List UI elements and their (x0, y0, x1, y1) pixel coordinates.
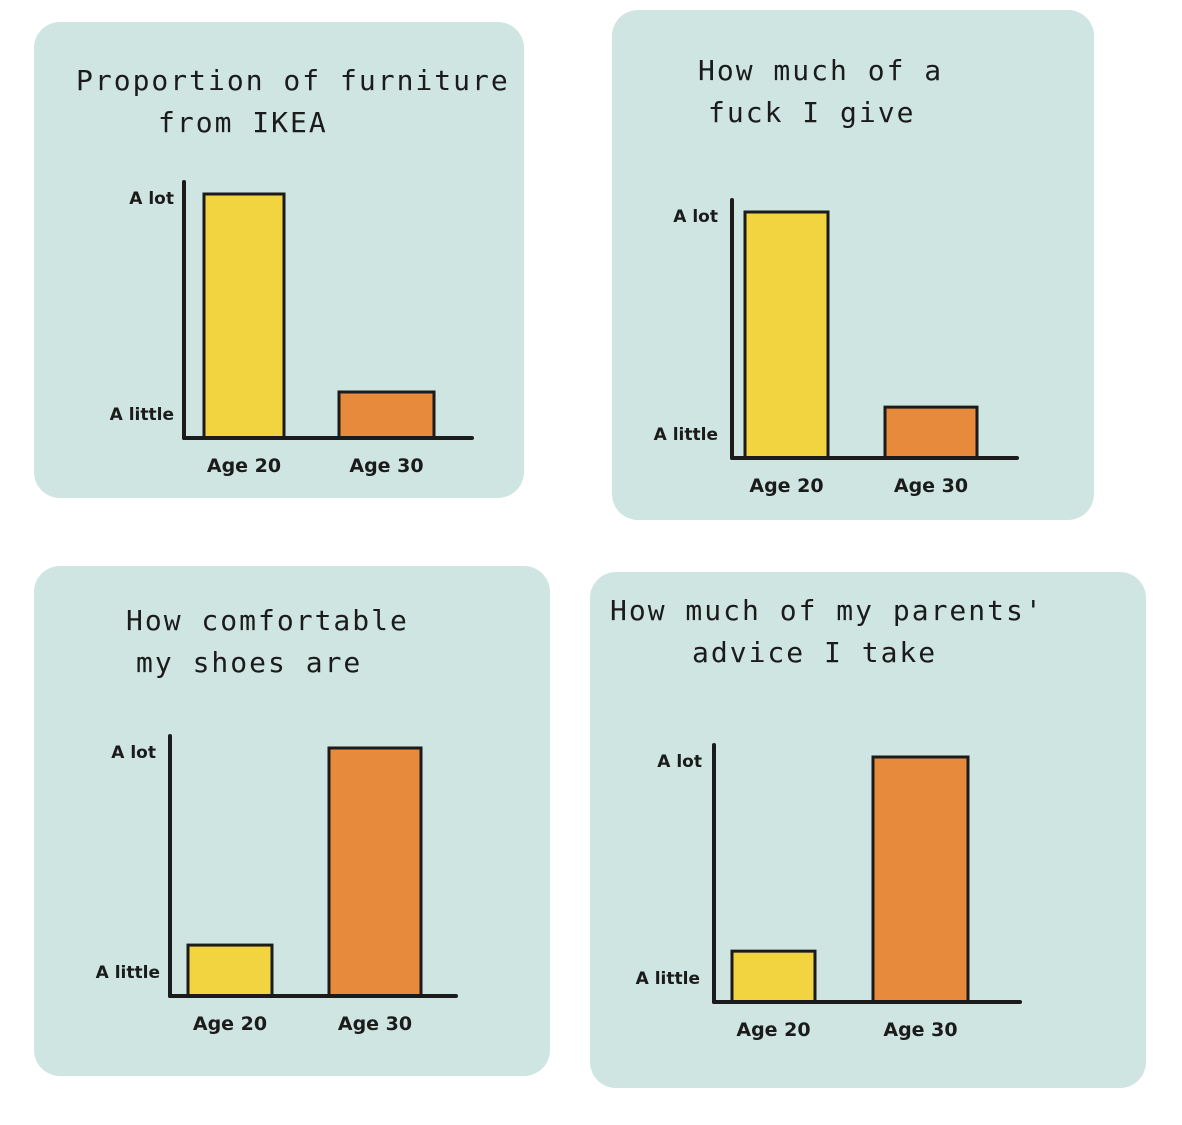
chart-panel-1: Proportion of furniture from IKEA Age 20 Ag… (34, 22, 524, 498)
y-tick-label-a-lot: A lot (673, 207, 718, 227)
x-tick-label: Age 30 (894, 475, 968, 497)
chart-panel-4: How much of my parents' advice I take Age … (590, 572, 1146, 1088)
chart-title-line-2: fuck I give (708, 96, 916, 129)
bar-age-30 (327, 746, 423, 998)
y-tick-label-a-little: A little (636, 969, 700, 989)
bar-age-20 (202, 192, 286, 440)
bar-age-20 (730, 949, 817, 1004)
y-tick-label-a-lot: A lot (657, 752, 702, 772)
x-tick-label: Age 30 (349, 455, 423, 477)
chart-title: Proportion of furniture from IKEA (76, 60, 510, 144)
x-tick-label: Age 20 (207, 455, 281, 477)
y-tick-label-a-lot: A lot (111, 743, 156, 763)
y-tick-label-a-lot: A lot (129, 189, 174, 209)
bar-age-30 (871, 755, 970, 1004)
bar-age-30 (883, 405, 979, 460)
bar-chart: Age 20 Age 30 A lot A little (654, 198, 1019, 497)
bar-age-20 (743, 210, 830, 460)
bar-chart: Age 20 Age 30 A lot A little (110, 180, 474, 477)
chart-title-line-2: advice I take (692, 636, 938, 669)
chart-title-line-1: How comfortable (126, 604, 409, 637)
chart-title-line-1: How much of a (698, 54, 944, 87)
chart-title: How much of my parents' advice I take (610, 590, 1044, 674)
y-tick-label-a-little: A little (654, 425, 718, 445)
x-tick-label: Age 30 (338, 1013, 412, 1035)
chart-panel-3: How comfortable my shoes are Age 20 Age 30 A… (34, 566, 550, 1076)
y-tick-label-a-little: A little (110, 405, 174, 425)
bar-age-30 (337, 390, 436, 440)
x-tick-label: Age 30 (883, 1019, 957, 1041)
chart-title-line-2: my shoes are (136, 646, 363, 679)
chart-title-line-2: from IKEA (158, 106, 328, 139)
x-tick-label: Age 20 (193, 1013, 267, 1035)
x-tick-label: Age 20 (749, 475, 823, 497)
chart-title-line-1: Proportion of furniture (76, 64, 510, 97)
chart-panel-2: How much of a fuck I give Age 20 Age 30 A lo… (612, 10, 1094, 520)
y-tick-label-a-little: A little (96, 963, 160, 983)
bar-chart: Age 20 Age 30 A lot A little (96, 734, 458, 1035)
x-tick-label: Age 20 (736, 1019, 810, 1041)
chart-title: How much of a fuck I give (698, 50, 943, 134)
chart-title: How comfortable my shoes are (126, 600, 409, 684)
bar-chart: Age 20 Age 30 A lot A little (636, 743, 1022, 1041)
chart-title-line-1: How much of my parents' (610, 594, 1044, 627)
bar-age-20 (186, 943, 274, 998)
